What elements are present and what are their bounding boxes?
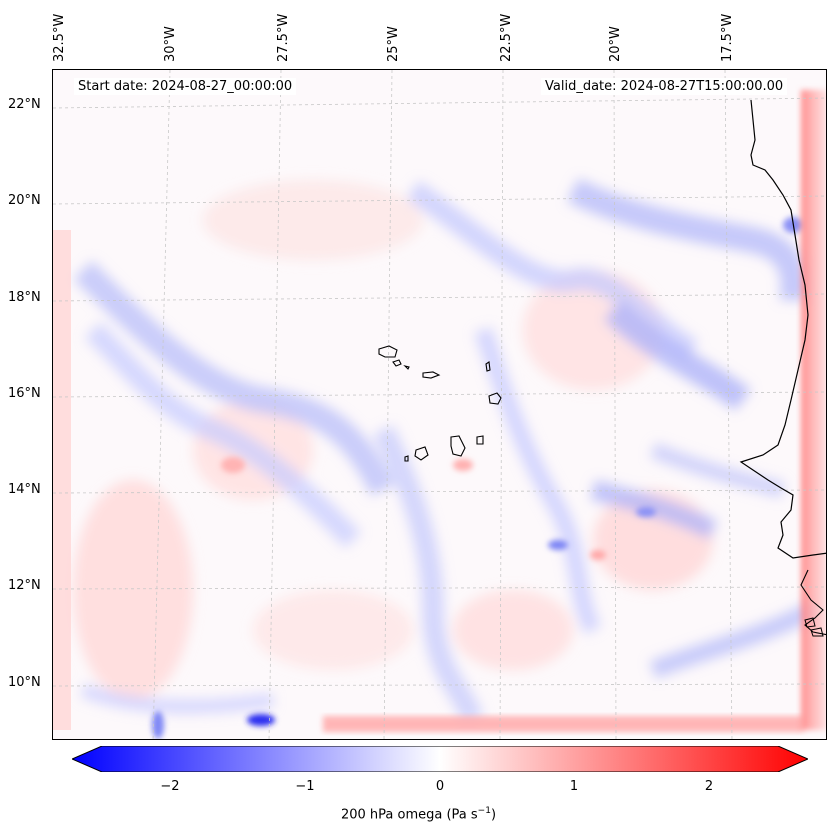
colorbar [72, 746, 808, 772]
colorbar-tick-label: 1 [569, 779, 579, 794]
lat-label-18n: 18°N [8, 290, 41, 305]
colorbar-gradient [72, 746, 808, 772]
graticule [53, 70, 826, 739]
island-sao-vicente [392, 359, 402, 367]
colorbar-label: 200 hPa omega (Pa s−1) [340, 806, 497, 823]
cape-verde-islands [378, 345, 502, 462]
southern-boundary-strip [323, 716, 803, 732]
western-boundary-strip [53, 230, 71, 730]
omega-field-map[interactable] [53, 70, 827, 740]
lat-label-16n: 16°N [8, 386, 41, 401]
colorbar-tick-label: 0 [435, 779, 445, 794]
valid-date-label: Valid_date: 2024-08-27T15:00:00.00 [541, 78, 788, 95]
lat-label-12n: 12°N [8, 578, 41, 593]
bijagos-islands [804, 617, 824, 637]
eastern-boundary-strip [801, 90, 826, 730]
island-sal [485, 361, 491, 372]
lat-label-20n: 20°N [8, 193, 41, 208]
lon-label-32-5w: 32.5°W [52, 13, 67, 62]
lon-label-30w: 30°W [163, 26, 178, 62]
island-santo-antao [378, 345, 398, 358]
omega-small-features [152, 217, 803, 739]
lon-label-17-5w: 17.5°W [720, 13, 735, 62]
omega-contours [73, 178, 818, 724]
island-santiago [450, 435, 466, 457]
lon-label-25w: 25°W [386, 26, 401, 62]
lat-label-14n: 14°N [8, 482, 41, 497]
start-date-label: Start date: 2024-08-27_00:00:00 [74, 78, 297, 95]
colorbar-tick-label: −1 [295, 779, 315, 794]
island-boa-vista [488, 392, 502, 405]
island-maio [476, 435, 484, 445]
lat-label-10n: 10°N [8, 675, 41, 690]
lon-label-27-5w: 27.5°W [276, 13, 291, 62]
lon-label-20w: 20°W [608, 26, 623, 62]
map-panel[interactable] [52, 69, 827, 740]
west-africa-coastline [739, 99, 826, 559]
island-brava [404, 455, 409, 462]
lon-label-22-5w: 22.5°W [499, 13, 514, 62]
colorbar-tick-label: −2 [160, 779, 180, 794]
island-santa-luzia [403, 364, 410, 370]
colorbar-tick-label: 2 [704, 779, 714, 794]
island-fogo [414, 446, 429, 461]
lat-label-22n: 22°N [8, 97, 41, 112]
island-sao-nicolau [422, 371, 441, 379]
